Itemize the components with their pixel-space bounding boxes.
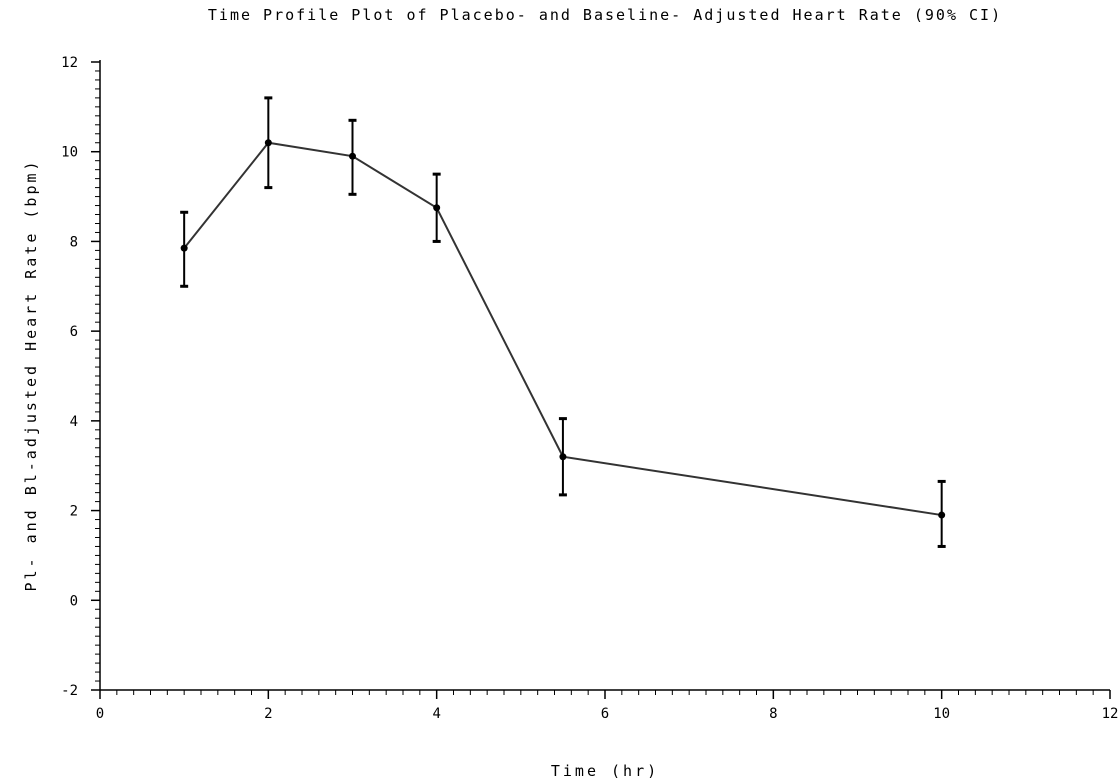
data-point <box>433 204 441 212</box>
x-tick-label: 6 <box>601 706 609 722</box>
x-tick-label: 0 <box>96 706 104 722</box>
y-tick-label: 10 <box>61 145 78 161</box>
x-axis-label: Time (hr) <box>551 762 659 780</box>
y-tick-label: 12 <box>61 55 78 71</box>
y-tick-label: 8 <box>70 234 78 250</box>
y-tick-label: 2 <box>70 504 78 520</box>
x-tick-label: 2 <box>264 706 272 722</box>
x-tick-label: 12 <box>1102 706 1119 722</box>
y-tick-label: 6 <box>70 324 78 340</box>
y-tick-label: -2 <box>61 683 78 699</box>
chart-title: Time Profile Plot of Placebo- and Baseli… <box>208 6 1002 24</box>
axes <box>99 60 1110 691</box>
data-point <box>938 511 946 519</box>
data-point <box>180 244 188 252</box>
ticks: 0 2 4 6 8 10 12 -2 0 2 4 6 8 10 12 <box>61 55 1118 722</box>
y-tick-label: 4 <box>70 414 78 430</box>
series-line <box>183 141 942 517</box>
x-tick-label: 4 <box>432 706 440 722</box>
data-point <box>349 152 356 160</box>
y-axis-label: Pl- and Bl-adjusted Heart Rate (bpm) <box>22 158 40 591</box>
x-tick-label: 8 <box>769 706 777 722</box>
data-point <box>559 453 567 461</box>
y-tick-label: 0 <box>70 593 78 609</box>
x-tick-label: 10 <box>933 706 950 722</box>
data-point <box>264 139 272 147</box>
marks <box>180 96 946 548</box>
